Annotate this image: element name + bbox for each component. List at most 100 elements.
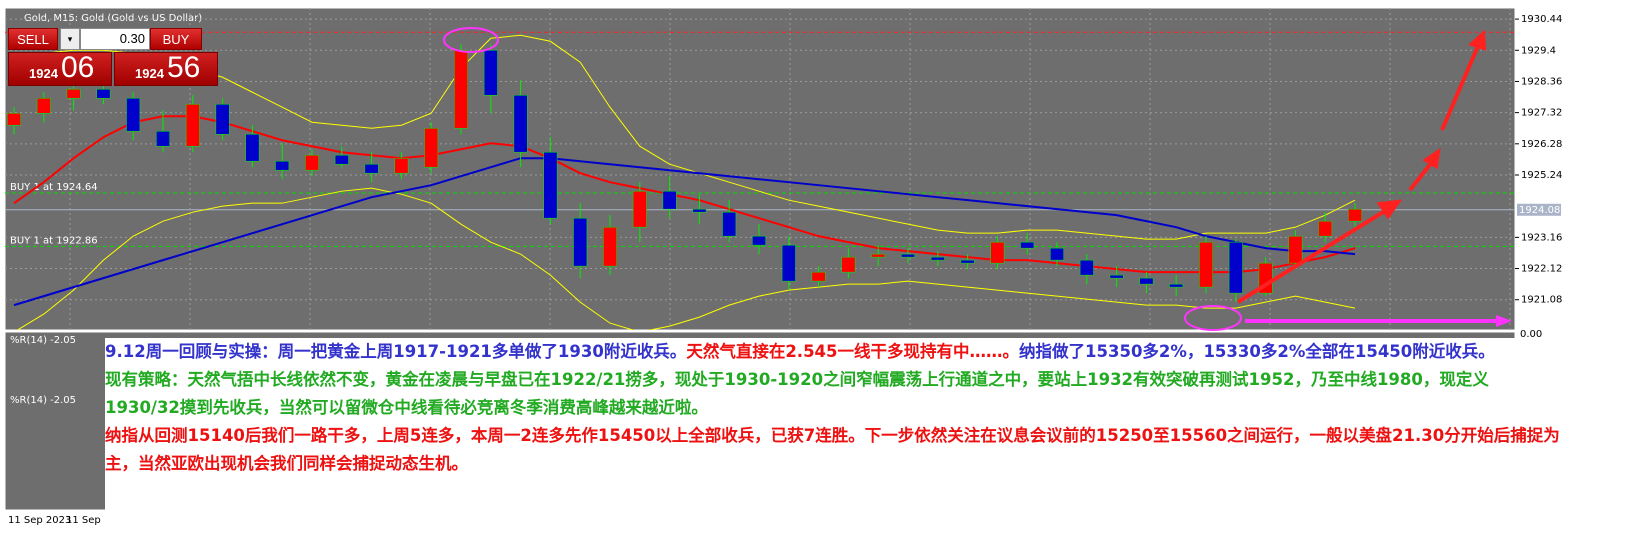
candle-body	[96, 88, 111, 99]
candle-body	[334, 154, 349, 165]
highlight-ellipse	[1184, 305, 1242, 331]
ask-price[interactable]: 1924 56	[114, 51, 218, 86]
candle-body	[632, 190, 647, 228]
bid-price[interactable]: 1924 06	[8, 51, 112, 86]
date-label: 11 Sep 2023	[8, 515, 71, 526]
candle-body	[1169, 283, 1184, 288]
indicator-line	[13, 157, 1356, 307]
candle-body	[364, 163, 379, 174]
arrow-head	[1468, 29, 1487, 51]
candle-body	[901, 253, 915, 258]
indicator-line	[13, 115, 1356, 274]
candle-body	[752, 235, 766, 246]
arrow	[1440, 45, 1480, 131]
note-paragraph: 纳指从回测15140后我们一路干多，上周5连多，本周一2连多先作15450以上全…	[105, 422, 1560, 478]
bid-big: 1924	[29, 66, 58, 81]
current-price-label: 1924.08	[1519, 205, 1560, 216]
note-text: 9.12周一回顾与实操：周一把黄金上周1917-1921多单做了1930附近收兵…	[105, 342, 687, 361]
plot-area	[4, 7, 1516, 331]
candle-body	[1288, 235, 1303, 264]
candle-body	[990, 241, 1005, 264]
candle-body	[781, 244, 796, 282]
candle-body	[245, 133, 260, 162]
note-text: 纳指从回测15140后我们一路干多，上周5连多，本周一2连多先作15450以上全…	[105, 426, 1560, 473]
y-tick-label: 1921.08	[1521, 295, 1562, 306]
level-label: BUY 1 at 1924.64	[10, 182, 98, 193]
note-text: 纳指做了15350多2%，15330多2%全部在15450附近收兵。	[1019, 342, 1495, 361]
candle-body	[126, 97, 141, 132]
candle-body	[36, 97, 51, 114]
indicator-label: %R(14) -2.05	[10, 335, 76, 346]
candle-body	[1318, 220, 1333, 237]
arrow	[1408, 160, 1434, 192]
ask-small: 56	[167, 51, 201, 84]
y-tick-label: 1925.24	[1521, 170, 1562, 181]
candle-body	[930, 256, 945, 261]
lot-input[interactable]: 0.30	[80, 28, 150, 50]
candle-body	[722, 211, 737, 237]
candle-body	[603, 226, 617, 267]
buy-button[interactable]: BUY	[150, 28, 202, 50]
candle-body	[394, 157, 409, 174]
candle-body	[7, 112, 21, 126]
plot: BUY 1 at 1924.64 BUY 1 at 1922.86	[5, 8, 1515, 330]
candle-body	[841, 256, 856, 273]
trade-panel: SELL ▾ 0.30 BUY 1924 06 1924 56	[8, 28, 218, 86]
lot-spinner[interactable]: ▾	[60, 28, 80, 50]
indicator-level: 0.00	[1520, 329, 1542, 340]
candle-body	[513, 94, 528, 153]
arrow-head	[1376, 199, 1403, 220]
y-tick-label: 1930.44	[1521, 14, 1562, 25]
note-text: 天然气直接在2.545一线干多现持有中……。	[686, 342, 1020, 361]
arrow-head	[1422, 147, 1441, 170]
candle-body	[1139, 277, 1154, 285]
candle-body	[424, 127, 439, 168]
highlight-ellipse	[443, 27, 499, 53]
candle-body	[215, 103, 230, 135]
note-paragraph: 9.12周一回顾与实操：周一把黄金上周1917-1921多单做了1930附近收兵…	[105, 338, 1560, 366]
candle-body	[871, 253, 886, 258]
candle-body	[1020, 241, 1035, 249]
candle-body	[692, 208, 707, 213]
candle-body	[573, 217, 588, 267]
candle-body	[960, 259, 975, 264]
arrows	[1236, 29, 1487, 304]
window-title: Gold, M15: Gold (Gold vs US Dollar)	[24, 13, 202, 24]
candle-body	[275, 160, 290, 171]
arrow	[1236, 207, 1390, 304]
candle-body	[543, 151, 558, 219]
sell-button[interactable]: SELL	[8, 28, 58, 50]
level-label: BUY 1 at 1922.86	[10, 235, 98, 246]
candle-body	[1199, 241, 1213, 288]
note-text: 现有策略：天然气捂中长线依然不变，黄金在凌晨与早盘已在1922/21捞多，现处于…	[105, 370, 1489, 417]
current-price-box	[1517, 203, 1561, 216]
y-tick-label: 1926.28	[1521, 139, 1562, 150]
y-tick-label: 1923.16	[1521, 232, 1562, 243]
y-tick-label: 1927.32	[1521, 108, 1562, 119]
candle-body	[1079, 259, 1094, 276]
candle-body	[1228, 241, 1243, 294]
candle-body	[811, 271, 826, 282]
y-tick-label: 1929.4	[1521, 45, 1556, 56]
candle-body	[185, 103, 200, 147]
candle-body	[483, 50, 498, 96]
candle-body	[1348, 208, 1362, 222]
indicator-line	[13, 34, 1356, 240]
strategy-note: 9.12周一回顾与实操：周一把黄金上周1917-1921多单做了1930附近收兵…	[105, 338, 1560, 530]
note-paragraph: 现有策略：天然气捂中长线依然不变，黄金在凌晨与早盘已在1922/21捞多，现处于…	[105, 366, 1560, 422]
candle-body	[66, 88, 81, 99]
candle-body	[305, 154, 319, 171]
indicator-label: %R(14) -2.05	[10, 395, 76, 406]
candle-body	[1050, 247, 1064, 261]
candle-body	[454, 50, 468, 129]
y-tick-label: 1922.12	[1521, 264, 1562, 275]
date-label: 11 Sep 14	[66, 515, 117, 526]
bid-small: 06	[61, 51, 95, 84]
indicator-line	[16, 187, 1356, 330]
ask-big: 1924	[135, 66, 164, 81]
y-tick-label: 1928.36	[1521, 76, 1562, 87]
candle-body	[1109, 274, 1124, 279]
candle-body	[156, 130, 170, 147]
candle-body	[662, 190, 677, 210]
